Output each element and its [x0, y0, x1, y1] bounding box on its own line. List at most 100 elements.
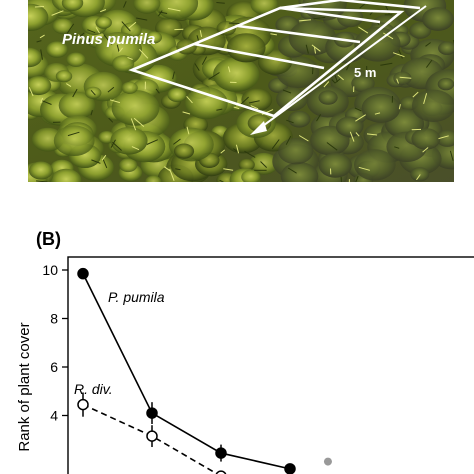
needle-stroke [425, 42, 431, 47]
needle-stroke [358, 166, 370, 171]
needle-stroke [131, 146, 140, 151]
needle-stroke [172, 71, 175, 80]
needle-stroke [216, 108, 223, 111]
needle-stroke [40, 97, 44, 104]
foliage-clump [112, 55, 135, 73]
needle-stroke [452, 39, 454, 45]
foliage-clump [280, 162, 319, 182]
foliage-clump [185, 87, 228, 120]
chart-panel: (B) Rank of plant cover 10 8 6 4 P. pumila R… [0, 182, 474, 474]
needle-stroke [412, 91, 419, 98]
foliage-clump [95, 16, 112, 29]
needle-stroke [416, 174, 421, 181]
needle-stroke [87, 29, 96, 34]
rank-cover-chart: (B) Rank of plant cover 10 8 6 4 P. pumila R… [16, 229, 474, 474]
panel-label: (B) [36, 229, 61, 249]
data-point [146, 407, 158, 419]
needle-stroke [374, 112, 381, 115]
needle-stroke [355, 176, 359, 182]
needle-stroke [66, 23, 75, 34]
photo-panel: 5 m Pinus pumila [28, 0, 454, 182]
series-line-1 [82, 403, 219, 474]
foliage-clump [276, 87, 308, 111]
foliage-clump [167, 87, 187, 103]
series-marks [77, 267, 332, 474]
vegetation-photo: 5 m Pinus pumila [28, 0, 454, 182]
foliage-clump [58, 91, 96, 120]
needle-stroke [118, 47, 123, 53]
foliage-clump [249, 152, 279, 175]
needle-stroke [101, 154, 107, 161]
needle-stroke [133, 117, 145, 127]
needle-stroke [155, 88, 160, 94]
data-point [284, 463, 296, 474]
foliage-clump [437, 77, 454, 91]
needle-stroke [235, 144, 240, 154]
needle-stroke [167, 7, 181, 12]
foliage-clump [335, 116, 364, 137]
needle-stroke [208, 72, 220, 80]
needle-stroke [233, 106, 240, 110]
needle-stroke [116, 44, 120, 53]
foliage-clump [241, 169, 261, 182]
needle-stroke [282, 89, 292, 94]
needle-stroke [186, 126, 190, 135]
needle-stroke [260, 161, 268, 168]
needle-stroke [438, 135, 449, 140]
series-label-p-pumila: P. pumila [108, 289, 165, 305]
needle-stroke [66, 83, 72, 88]
needle-stroke [220, 149, 226, 154]
needle-stroke [223, 168, 234, 171]
foliage-clump [410, 167, 430, 182]
needle-stroke [248, 100, 260, 104]
needle-stroke [270, 33, 277, 36]
needle-stroke [128, 21, 137, 29]
needle-stroke [334, 74, 338, 83]
scale-arrow [250, 5, 427, 135]
data-point [77, 267, 89, 280]
needle-stroke [355, 114, 366, 122]
needle-stroke [102, 158, 108, 169]
series-labels: P. pumila R. div. [74, 289, 165, 397]
foliage-clump [354, 27, 401, 62]
needle-stroke [216, 2, 225, 4]
needle-stroke [287, 167, 297, 174]
foliage-clump [66, 52, 86, 67]
needle-stroke [157, 10, 163, 17]
needle-stroke [175, 168, 181, 171]
needle-stroke [271, 139, 280, 150]
foliage-clump [288, 20, 337, 56]
foliage-clump [121, 81, 138, 94]
needle-stroke [449, 150, 454, 161]
series-lines [82, 273, 291, 474]
needle-stroke [201, 56, 208, 65]
y-tick-label: 10 [42, 262, 58, 278]
needle-stroke [349, 131, 355, 142]
foliage-clump [318, 90, 338, 105]
needle-stroke [335, 78, 341, 84]
needle-stroke [146, 139, 158, 145]
foliage-clump [354, 149, 396, 181]
needle-stroke [326, 142, 338, 151]
foliage-clump [173, 143, 195, 159]
needle-stroke [392, 52, 405, 58]
needle-stroke [169, 168, 175, 181]
needle-stroke [42, 100, 52, 105]
foliage-clump [119, 158, 138, 173]
needle-stroke [323, 81, 330, 88]
foliage-clump [145, 31, 162, 44]
foliage-clump [438, 41, 454, 55]
needle-stroke [250, 105, 259, 110]
needle-stroke [399, 76, 412, 79]
foliage-clump [28, 161, 53, 180]
needle-stroke [186, 95, 193, 104]
needle-stroke [346, 62, 351, 71]
needle-stroke [298, 135, 309, 142]
needle-stroke [219, 179, 225, 182]
needle-stroke [196, 35, 199, 41]
needle-stroke [314, 46, 316, 54]
needle-stroke [91, 159, 101, 164]
foliage-clump [55, 70, 73, 83]
needle-stroke [233, 148, 239, 153]
needle-stroke [199, 30, 203, 38]
